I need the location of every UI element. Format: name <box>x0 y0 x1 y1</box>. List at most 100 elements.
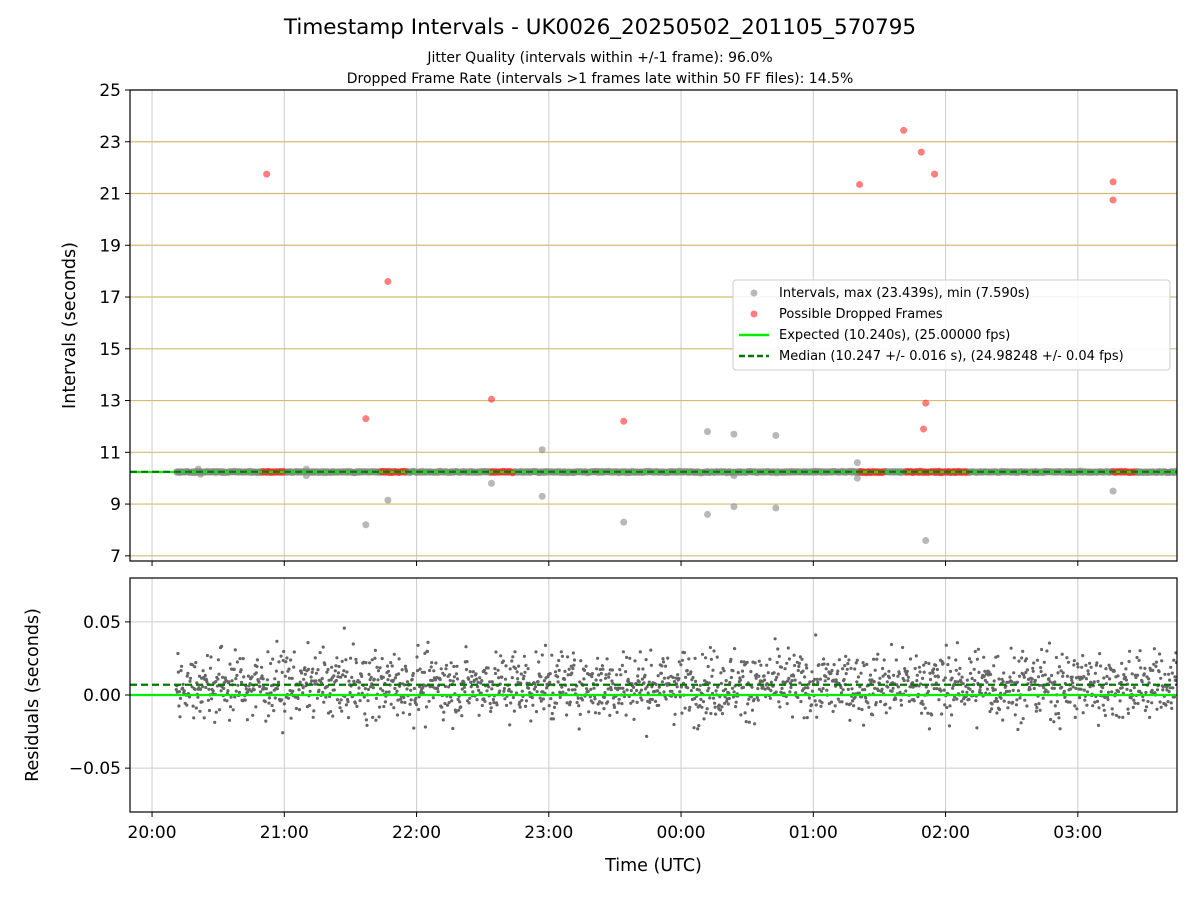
residual-point-1581 <box>1007 700 1011 705</box>
residual-point-815 <box>603 676 608 680</box>
residual-point-1226 <box>820 701 824 705</box>
dropped-point-12 <box>1109 196 1117 204</box>
residual-point-318 <box>342 669 346 673</box>
residual-point-682 <box>533 685 538 689</box>
residual-point-795 <box>593 697 597 701</box>
residual-point-1711 <box>1075 662 1080 666</box>
residual-point-688 <box>537 660 541 664</box>
residual-point-1054 <box>729 675 734 680</box>
residual-point-676 <box>530 696 534 700</box>
residual-point-1871 <box>1160 659 1164 663</box>
residual-point-778 <box>584 664 588 668</box>
residual-point-131 <box>243 698 247 702</box>
residual-point-1645 <box>1041 674 1045 678</box>
residual-point-1114 <box>761 685 765 690</box>
residual-point-393 <box>381 675 385 679</box>
residual-point-199 <box>279 654 283 658</box>
residual-point-665 <box>524 699 529 703</box>
residual-point-640 <box>511 695 515 700</box>
bottom-xlabel: Time (UTC) <box>604 856 702 876</box>
residual-point-422 <box>397 672 401 676</box>
residual-point-947 <box>673 712 677 716</box>
residual-point-1555 <box>993 688 997 692</box>
residual-point-1101 <box>754 676 758 680</box>
residual-point-1190 <box>801 669 805 673</box>
residual-point-0 <box>174 688 178 692</box>
residual-point-82 <box>217 708 222 712</box>
residual-point-1441 <box>933 674 937 678</box>
residual-point-1418 <box>921 702 925 706</box>
residual-point-999 <box>700 652 705 656</box>
residual-point-668 <box>526 667 530 671</box>
residual-point-1401 <box>912 699 916 703</box>
bottom-ylabel: Residuals (seconds) <box>23 608 43 782</box>
residual-point-1474 <box>951 686 955 690</box>
residual-point-1651 <box>1044 688 1048 692</box>
residual-point-1276 <box>846 687 850 692</box>
residual-point-377 <box>373 656 377 660</box>
residual-point-659 <box>521 677 526 681</box>
residual-point-293 <box>329 710 333 714</box>
residual-point-1602 <box>1018 696 1022 700</box>
residual-point-1389 <box>906 679 910 683</box>
residual-point-954 <box>677 676 681 681</box>
residual-point-435 <box>403 664 407 668</box>
residual-point-652 <box>518 700 522 704</box>
residual-point-1394 <box>908 657 913 661</box>
residual-point-1212 <box>813 677 817 681</box>
legend-box <box>732 279 1171 371</box>
residual-point-282 <box>323 662 327 667</box>
residual-point-73 <box>213 720 217 725</box>
residual-point-880 <box>638 691 642 695</box>
residual-point-1137 <box>773 637 777 641</box>
residual-point-288 <box>326 667 330 672</box>
residual-point-1458 <box>942 688 946 692</box>
residual-point-1559 <box>995 699 1000 704</box>
top-ytick-label-0: 7 <box>110 547 121 567</box>
residual-point-53 <box>202 716 206 720</box>
residual-point-697 <box>541 697 546 701</box>
residual-point-1548 <box>990 707 994 711</box>
residual-point-108 <box>231 708 235 712</box>
residual-point-1011 <box>707 686 711 690</box>
residual-point-373 <box>371 715 375 720</box>
residual-point-251 <box>306 667 311 672</box>
residual-point-1566 <box>999 696 1003 700</box>
interval-point-7 <box>538 446 546 454</box>
residual-point-1376 <box>899 698 903 702</box>
bottom-xtick-label-4: 00:00 <box>657 823 706 843</box>
residual-point-1710 <box>1075 707 1079 711</box>
residual-point-532 <box>454 672 459 676</box>
interval-point-12 <box>730 430 738 438</box>
residual-point-407 <box>389 661 393 665</box>
residual-point-349 <box>358 699 362 703</box>
residual-point-370 <box>369 675 373 680</box>
residual-point-1355 <box>888 706 892 710</box>
dropped-point-3 <box>487 395 495 403</box>
residual-point-1809 <box>1127 659 1131 664</box>
residual-point-1428 <box>926 689 931 693</box>
residual-point-927 <box>662 676 667 680</box>
residual-point-1778 <box>1111 712 1115 716</box>
residual-point-1160 <box>785 702 789 706</box>
residual-point-1141 <box>775 660 779 665</box>
residual-point-1309 <box>864 696 868 700</box>
residual-point-1311 <box>865 662 869 667</box>
residual-point-1104 <box>756 687 760 691</box>
residual-point-1605 <box>1020 656 1024 660</box>
residual-point-1662 <box>1050 673 1054 678</box>
residual-point-876 <box>636 674 640 678</box>
residual-point-981 <box>691 675 695 680</box>
residual-point-1558 <box>995 711 999 715</box>
residual-point-319 <box>342 626 346 630</box>
residual-point-458 <box>415 669 420 673</box>
residual-point-883 <box>639 688 644 692</box>
residual-point-726 <box>557 658 561 663</box>
residual-point-1202 <box>807 696 812 700</box>
residual-point-970 <box>685 668 689 673</box>
residual-point-361 <box>364 718 368 722</box>
residual-point-101 <box>227 718 232 722</box>
residual-point-1173 <box>792 653 796 657</box>
residual-point-234 <box>297 708 302 712</box>
residual-point-1437 <box>931 671 935 675</box>
